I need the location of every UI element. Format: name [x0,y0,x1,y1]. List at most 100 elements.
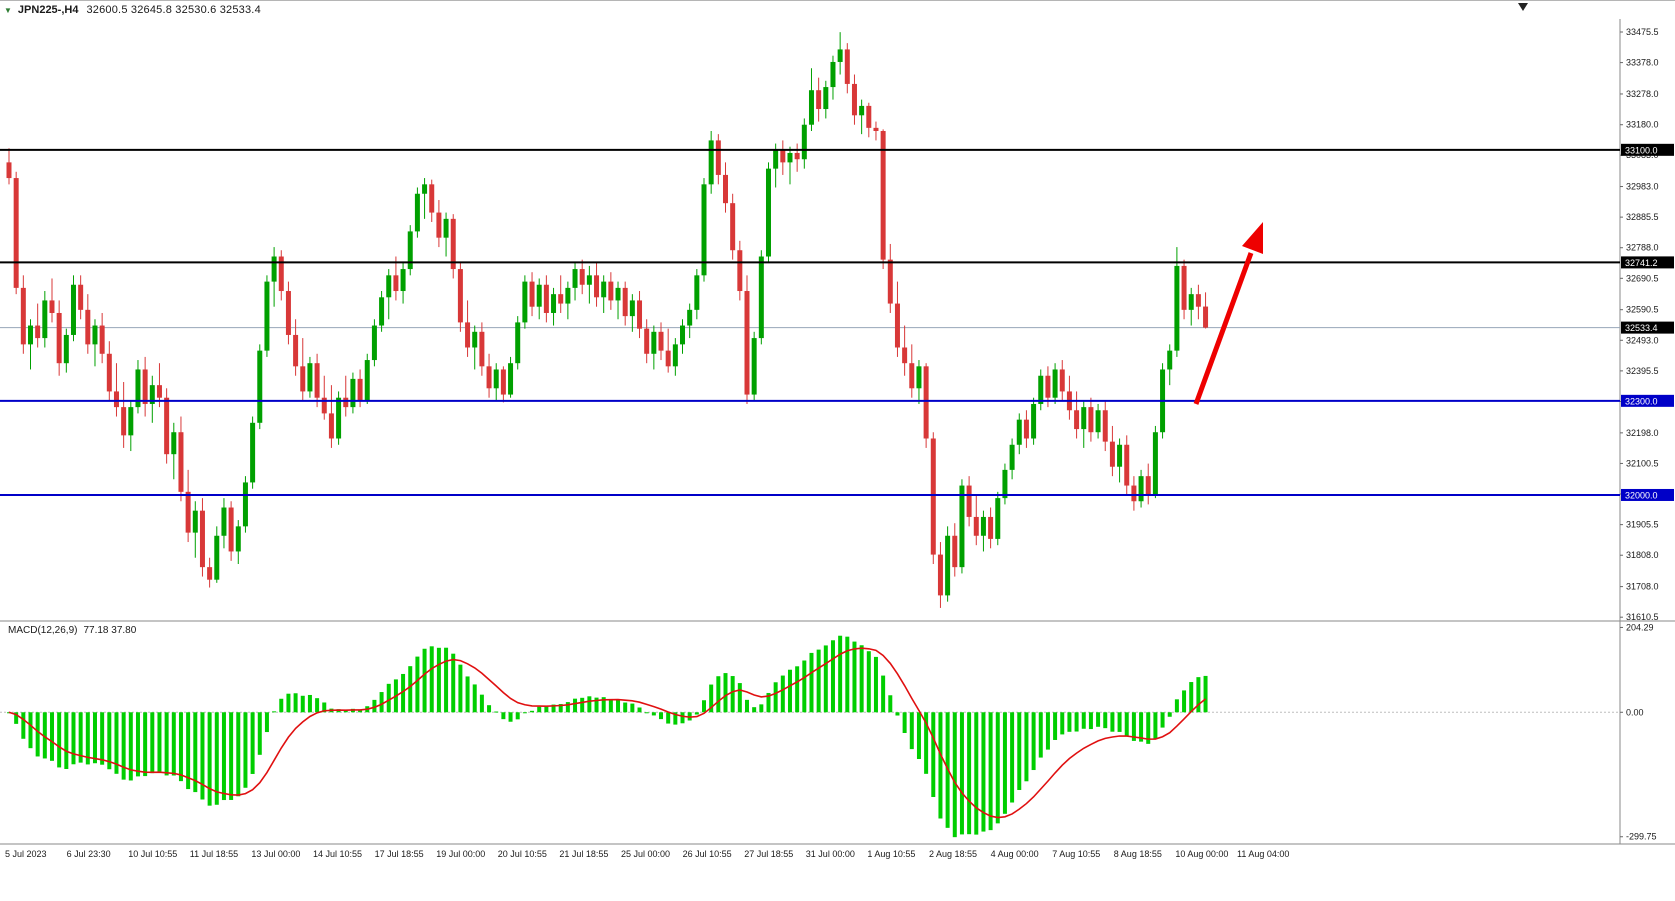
macd-bar [465,676,470,713]
candle-body [486,366,492,389]
macd-bar [85,712,90,765]
candle-body [723,174,728,204]
candle-body [1038,375,1044,404]
candle-body [92,325,98,345]
candle-body [658,331,664,351]
macd-bar [787,669,792,713]
time-axis-label: 20 Jul 10:55 [498,849,547,859]
time-axis-label: 8 Aug 18:55 [1114,849,1162,859]
macd-bar [873,656,878,713]
price-tick-label: 33378.0 [1626,58,1659,68]
macd-bar [458,664,463,713]
candle-body [823,87,829,110]
macd-bar [487,705,492,713]
price-tick-label: 32100.5 [1626,458,1659,468]
candle-body [221,507,227,536]
candle-body [880,130,886,260]
macd-bar [343,710,348,713]
macd-bar [952,712,957,838]
macd-bar [895,712,900,716]
macd-bar [823,645,828,713]
candle-body [551,294,557,313]
symbol-timeframe-label: JPN225-,H4 [17,4,79,16]
candle-body [379,297,385,326]
macd-bar [1182,690,1187,713]
candle-body [307,363,313,392]
macd-bar [909,712,914,750]
macd-bar [737,683,742,713]
macd-bar [479,694,484,713]
candle-body [930,438,936,555]
candle-body [801,124,807,160]
candle-body [543,284,549,313]
macd-bar [852,641,857,713]
macd-bar [838,635,843,713]
macd-bar [601,697,606,713]
macd-indicator-label: MACD(12,26,9) 77.18 37.80 [8,625,136,636]
macd-signal-line [8,647,1207,819]
macd-bar [300,695,305,713]
macd-bar [186,712,191,790]
candle-body [1124,444,1130,486]
macd-bar [178,712,183,782]
candle-body [185,491,191,533]
candle-body [644,328,650,354]
macd-bar [14,712,19,724]
macd-bar [114,712,119,774]
candles-layer [6,32,1209,608]
macd-bar [422,648,427,713]
time-axis-label: 19 Jul 00:00 [436,849,485,859]
macd-bar [730,676,735,713]
macd-bar [386,683,391,713]
price-tick-label: 32493.0 [1626,335,1659,345]
macd-bar [415,656,420,713]
candle-body [414,193,420,232]
macd-bar [250,712,255,774]
macd-bar [257,712,262,755]
price-label-box [1621,256,1674,269]
macd-bar [630,703,635,713]
macd-bar [307,694,312,713]
candle-body [1174,265,1180,351]
candle-body [343,397,349,408]
candle-body [715,140,721,175]
candle-body [78,284,84,310]
candle-body [113,391,119,408]
macd-bar [243,712,248,788]
macd-bar [616,699,621,713]
symbol-dropdown-arrow-icon[interactable]: ▼ [4,5,12,15]
trend-arrow-head[interactable] [1242,222,1263,254]
candle-body [522,281,528,323]
macd-bar [938,712,943,819]
macd-bar [1096,712,1101,727]
macd-bar [264,712,269,733]
macd-bar [580,697,585,713]
macd-bar [809,652,814,713]
price-tick-label: 33180.0 [1626,120,1659,130]
candle-body [214,535,220,580]
price-label-box [1621,143,1674,156]
candle-body [687,309,693,326]
macd-bar [164,712,169,776]
candle-body [192,510,198,533]
candle-body [1002,469,1008,499]
candle-body [830,61,836,88]
time-axis-label: 14 Jul 10:55 [313,849,362,859]
candle-body [844,49,850,84]
candle-body [1016,419,1022,445]
candle-body [1023,419,1029,439]
candle-body [264,281,270,351]
macd-bar [214,712,219,805]
candle-body [916,366,922,389]
price-tick-label: 31610.5 [1626,612,1659,622]
candle-body [371,325,377,361]
auto-scroll-marker-icon[interactable] [1518,3,1528,11]
price-label-text: 32741.2 [1625,258,1658,268]
trend-arrow-line[interactable] [1193,252,1254,405]
macd-bar [408,666,413,713]
macd-bar [135,712,140,777]
candle-body [536,284,542,307]
candle-body [694,275,700,310]
candle-body [1059,369,1065,392]
